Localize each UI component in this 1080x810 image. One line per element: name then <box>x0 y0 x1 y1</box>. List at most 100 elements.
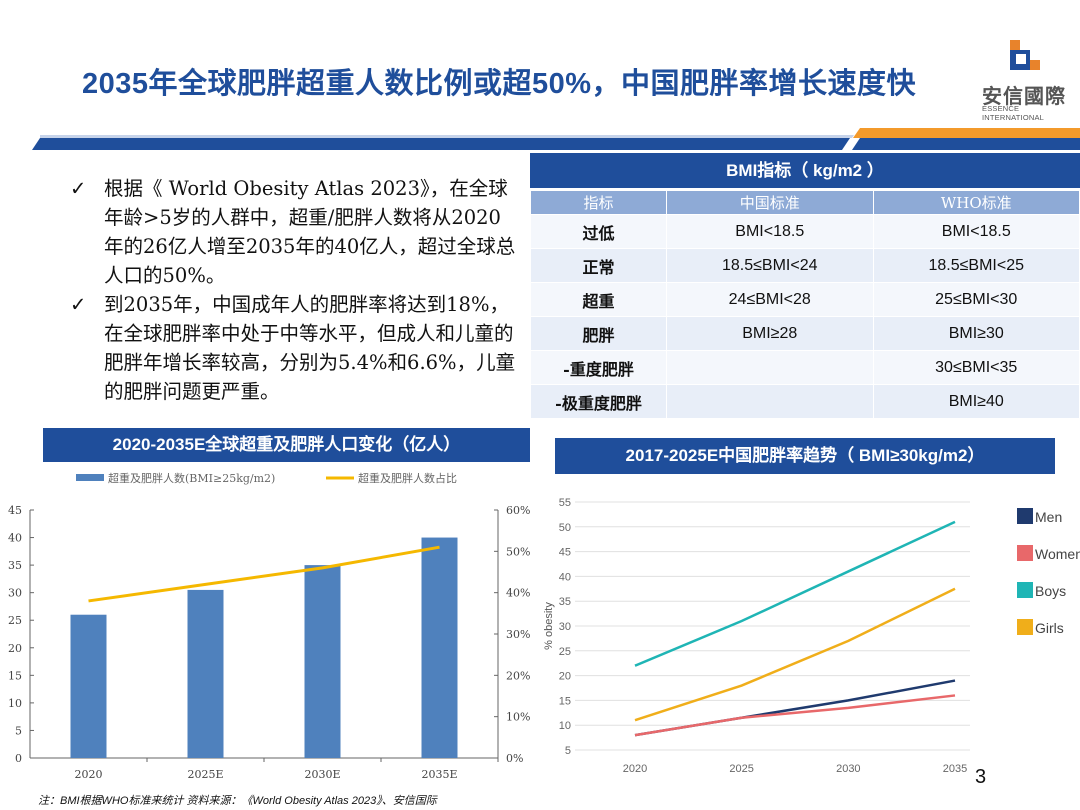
chart1-title: 2020-2035E全球超重及肥胖人口变化（亿人） <box>43 428 530 462</box>
table-cell: BMI≥40 <box>872 384 1080 419</box>
x-tick-label: 2025E <box>187 768 223 781</box>
table-cell: 25≤BMI<30 <box>872 282 1080 317</box>
line-series <box>88 545 440 603</box>
bmi-table: 指标 中国标准 WHO标准 过低 BMI<18.5 BMI<18.5 正常 18… <box>530 190 1080 419</box>
table-header-row: 指标 中国标准 WHO标准 <box>530 190 1080 215</box>
table-cell: 肥胖 <box>530 316 667 351</box>
table-cell: BMI<18.5 <box>872 214 1080 249</box>
x-tick-label: 2035E <box>421 768 457 781</box>
x-tick-label: 2030E <box>304 768 340 781</box>
y2-tick-label: 40% <box>506 587 530 600</box>
check-icon: ✓ <box>70 177 87 200</box>
x-tick-label: 2020 <box>623 763 647 775</box>
y-tick-label: 35 <box>559 596 571 608</box>
y-tick-label: 40 <box>8 532 22 545</box>
y-tick-label: 20 <box>559 671 571 683</box>
bar <box>70 614 107 758</box>
table-cell: BMI<18.5 <box>666 214 874 249</box>
footnote: 注：BMI根据WHO标准来统计 资料来源：《World Obesity Atla… <box>38 795 437 807</box>
y-tick-label: 10 <box>559 720 571 732</box>
table-row: -极重度肥胖 BMI≥40 <box>530 384 1080 419</box>
y-tick-label: 0 <box>15 752 22 765</box>
header-divider <box>32 128 1080 150</box>
y-tick-label: 45 <box>8 504 22 517</box>
table-cell: 18.5≤BMI<25 <box>872 248 1080 283</box>
y-tick-label: 5 <box>565 745 571 757</box>
x-tick-label: 2030 <box>836 763 860 775</box>
line-series <box>634 694 956 737</box>
y-tick-label: 25 <box>559 646 571 658</box>
y-tick-label: 50 <box>559 522 571 534</box>
y2-tick-label: 30% <box>506 628 530 641</box>
y-tick-label: 15 <box>559 695 571 707</box>
x-tick-label: 2035 <box>943 763 967 775</box>
x-tick-label: 2025 <box>729 763 753 775</box>
line-series <box>634 587 956 722</box>
bullet-text: 到2035年，中国成年人的肥胖率将达到18%，在全球肥胖率中处于中等水平，但成人… <box>104 293 516 403</box>
bullet-item: ✓ 到2035年，中国成年人的肥胖率将达到18%，在全球肥胖率中处于中等水平，但… <box>70 290 520 406</box>
logo-text: 安信國際 <box>982 86 1066 108</box>
table-cell: 正常 <box>530 248 667 283</box>
y-tick-label: 30 <box>8 587 22 600</box>
legend-label: Girls <box>1035 620 1064 636</box>
legend-label: Boys <box>1035 583 1066 599</box>
table-row: 过低 BMI<18.5 BMI<18.5 <box>530 214 1080 249</box>
population-chart: 超重及肥胖人数(BMI≥25kg/m2) 超重及肥胖人数占比 0 5 10 15 20 25 3… <box>8 471 530 781</box>
table-cell <box>666 384 874 419</box>
page-number: 3 <box>975 766 987 788</box>
y-axis-label: % obesity <box>543 602 555 650</box>
table-header-cell: 指标 <box>530 190 667 215</box>
table-row: 超重 24≤BMI<28 25≤BMI<30 <box>530 282 1080 317</box>
legend-swatch <box>76 474 104 481</box>
legend-swatch <box>1017 545 1033 561</box>
bar <box>187 589 224 758</box>
y-tick-label: 40 <box>559 571 571 583</box>
logo-icon <box>1010 40 1040 70</box>
table-cell: BMI≥30 <box>872 316 1080 351</box>
line-series <box>634 520 956 667</box>
bar <box>304 565 341 758</box>
check-icon: ✓ <box>70 293 87 316</box>
table-cell: 过低 <box>530 214 667 249</box>
y-tick-label: 45 <box>559 547 571 559</box>
table-cell: -重度肥胖 <box>530 350 667 385</box>
y-tick-label: 25 <box>8 614 22 627</box>
table-cell <box>666 350 874 385</box>
table-cell: -极重度肥胖 <box>530 384 667 419</box>
legend-label: 超重及肥胖人数(BMI≥25kg/m2) <box>108 471 275 485</box>
logo-subtext: ESSENCE INTERNATIONAL <box>982 104 1045 122</box>
y-tick-label: 20 <box>8 642 22 655</box>
table-row: -重度肥胖 30≤BMI<35 <box>530 350 1080 385</box>
bar <box>421 537 458 758</box>
legend-label: Women <box>1035 546 1080 562</box>
chart2-title: 2017-2025E中国肥胖率趋势（ BMI≥30kg/m2） <box>555 438 1055 474</box>
legend-swatch <box>1017 582 1033 598</box>
x-tick-label: 2020 <box>75 768 103 781</box>
bullet-text: 根据《 World Obesity Atlas 2023》，在全球年龄>5岁的人… <box>104 177 516 287</box>
legend-swatch <box>1017 619 1033 635</box>
bmi-table-title: BMI指标（ kg/m2 ） <box>530 153 1080 188</box>
table-cell: 24≤BMI<28 <box>666 282 874 317</box>
legend-swatch <box>1017 508 1033 524</box>
bullet-item: ✓ 根据《 World Obesity Atlas 2023》，在全球年龄>5岁… <box>70 174 520 290</box>
y-tick-label: 35 <box>8 559 22 572</box>
y2-tick-label: 60% <box>506 504 530 517</box>
table-header-cell: WHO标准 <box>872 190 1080 215</box>
bullet-list: ✓ 根据《 World Obesity Atlas 2023》，在全球年龄>5岁… <box>70 174 520 406</box>
y-tick-label: 15 <box>8 669 22 682</box>
y2-tick-label: 50% <box>506 545 530 558</box>
table-cell: 超重 <box>530 282 667 317</box>
table-cell: 30≤BMI<35 <box>872 350 1080 385</box>
table-header-cell: 中国标准 <box>666 190 874 215</box>
table-cell: BMI≥28 <box>666 316 874 351</box>
y-tick-label: 30 <box>559 621 571 633</box>
table-row: 肥胖 BMI≥28 BMI≥30 <box>530 316 1080 351</box>
y-tick-label: 10 <box>8 697 22 710</box>
y2-tick-label: 20% <box>506 669 530 682</box>
legend-label: 超重及肥胖人数占比 <box>358 471 457 485</box>
page-title: 2035年全球肥胖超重人数比例或超50%，中国肥胖率增长速度快 <box>82 68 917 100</box>
y-tick-label: 55 <box>559 497 571 509</box>
table-row: 正常 18.5≤BMI<24 18.5≤BMI<25 <box>530 248 1080 283</box>
y2-tick-label: 10% <box>506 711 530 724</box>
